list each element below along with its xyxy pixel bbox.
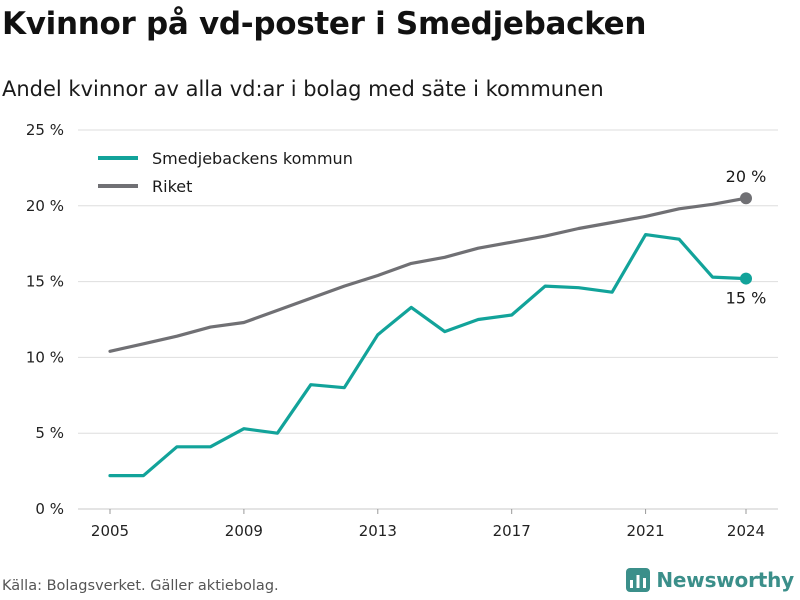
y-tick-label: 0 %: [35, 500, 64, 518]
x-tick-label: 2005: [91, 522, 129, 540]
y-tick-label: 15 %: [26, 273, 64, 291]
series-end-label: 20 %: [726, 167, 767, 186]
brand-name: Newsworthy: [656, 568, 794, 592]
legend-label: Riket: [152, 177, 192, 196]
newsworthy-logo-icon: [626, 568, 651, 592]
y-tick-label: 25 %: [26, 121, 64, 139]
y-tick-label: 20 %: [26, 197, 64, 215]
chart-subtitle: Andel kvinnor av alla vd:ar i bolag med …: [2, 77, 604, 101]
legend-label: Smedjebackens kommun: [152, 149, 353, 168]
series-end-point: [740, 192, 752, 205]
x-tick-label: 2009: [225, 522, 263, 540]
brand-logo: Newsworthy: [626, 568, 794, 592]
x-tick-label: 2013: [359, 522, 397, 540]
series-end-point: [740, 272, 752, 285]
series-line-riket: [108, 196, 748, 353]
x-tick-label: 2017: [493, 522, 531, 540]
y-tick-label: 10 %: [26, 348, 64, 366]
x-tick-label: 2024: [727, 522, 765, 540]
x-tick-label: 2021: [626, 522, 664, 540]
series-end-label: 15 %: [726, 289, 767, 308]
series-line-smedjebacken: [108, 233, 748, 478]
y-tick-label: 5 %: [35, 424, 64, 442]
source-note: Källa: Bolagsverket. Gäller aktiebolag.: [2, 578, 279, 594]
chart-title: Kvinnor på vd-poster i Smedjebacken: [2, 6, 647, 42]
